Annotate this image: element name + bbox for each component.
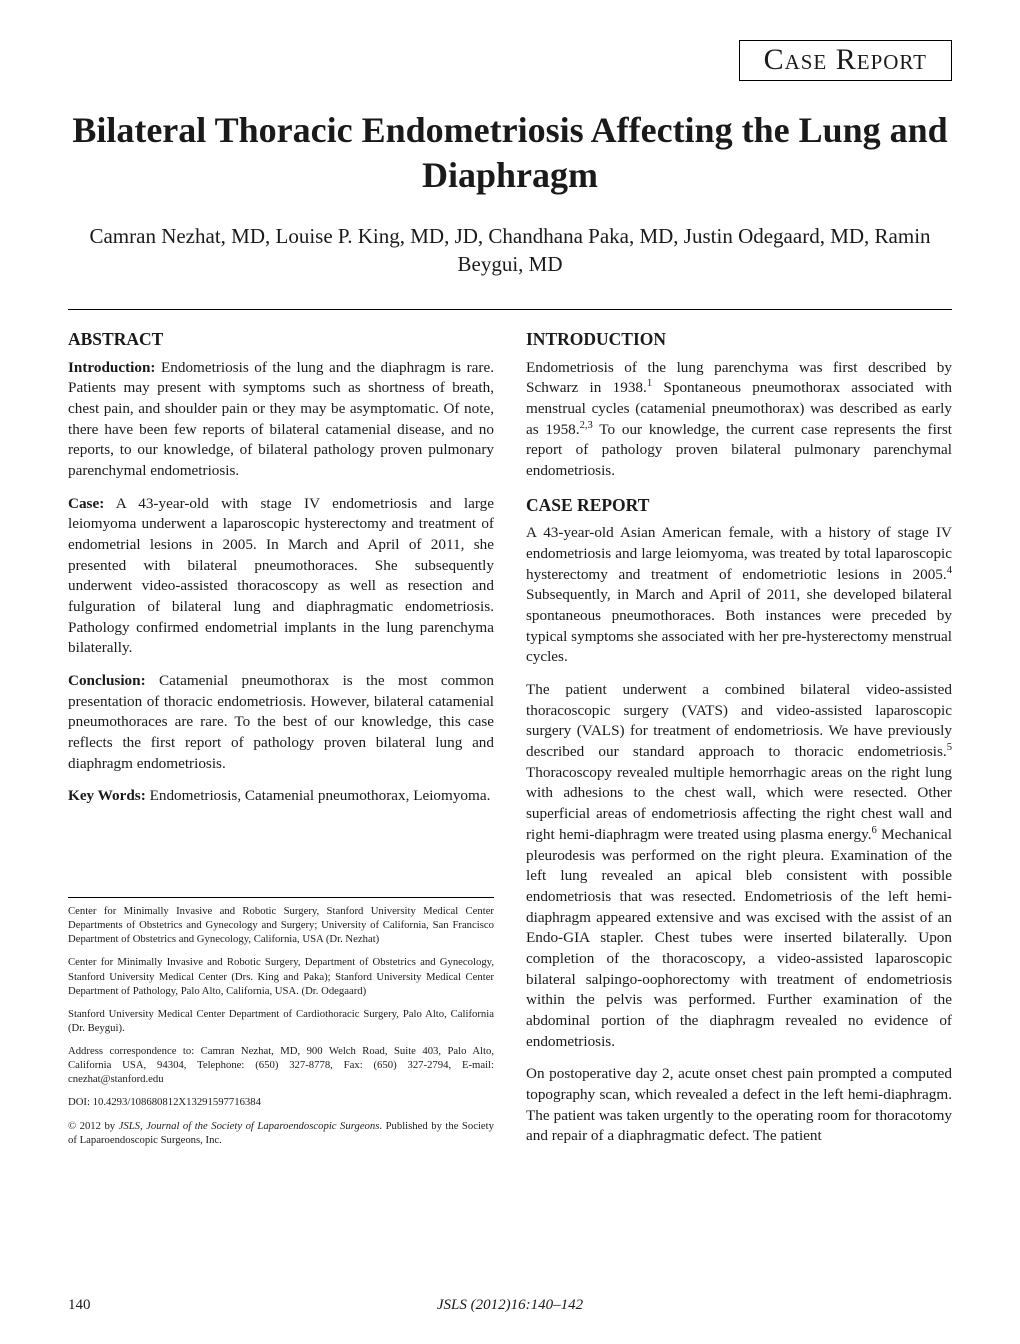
abstract-introduction: Introduction: Endometriosis of the lung … — [68, 358, 494, 482]
page-number: 140 — [68, 1297, 91, 1314]
abstract-conclusion: Conclusion: Catamenial pneumothorax is t… — [68, 671, 494, 774]
copyright-pre: © 2012 by — [68, 1120, 119, 1132]
keywords-text: Endometriosis, Catamenial pneumothorax, … — [146, 787, 491, 804]
title-rule — [68, 309, 952, 310]
abstract-case-label: Case: — [68, 495, 104, 512]
case-p1-text-1: A 43-year-old Asian American female, wit… — [526, 524, 952, 582]
affiliation-1: Center for Minimally Invasive and Roboti… — [68, 904, 494, 946]
citation-details: (2012)16:140–142 — [467, 1297, 583, 1313]
right-column: INTRODUCTION Endometriosis of the lung p… — [526, 328, 952, 1159]
two-column-body: ABSTRACT Introduction: Endometriosis of … — [68, 328, 952, 1159]
case-p2-text-1: The patient underwent a combined bilater… — [526, 681, 952, 760]
author-list: Camran Nezhat, MD, Louise P. King, MD, J… — [68, 222, 952, 279]
abstract-case-text: A 43-year-old with stage IV endometriosi… — [68, 495, 494, 657]
abstract-intro-label: Introduction: — [68, 359, 155, 376]
abstract-case: Case: A 43-year-old with stage IV endome… — [68, 494, 494, 659]
introduction-paragraph: Endometriosis of the lung parenchyma was… — [526, 358, 952, 482]
affiliation-rule — [68, 897, 494, 898]
citation-5: 5 — [947, 742, 952, 753]
case-paragraph-2: The patient underwent a combined bilater… — [526, 680, 952, 1052]
case-p1-text-2: Subsequently, in March and April of 2011… — [526, 586, 952, 665]
case-paragraph-1: A 43-year-old Asian American female, wit… — [526, 523, 952, 668]
left-column: ABSTRACT Introduction: Endometriosis of … — [68, 328, 494, 1159]
copyright-journal-name: JSLS, Journal of the Society of Laparoen… — [119, 1120, 380, 1132]
introduction-heading: INTRODUCTION — [526, 328, 952, 352]
keywords: Key Words: Endometriosis, Catamenial pne… — [68, 786, 494, 807]
abstract-conclusion-label: Conclusion: — [68, 672, 146, 689]
keywords-label: Key Words: — [68, 787, 146, 804]
copyright: © 2012 by JSLS, Journal of the Society o… — [68, 1119, 494, 1147]
abstract-intro-text: Endometriosis of the lung and the diaphr… — [68, 359, 494, 479]
citation-2-3: 2,3 — [580, 420, 593, 431]
journal-abbrev: JSLS — [437, 1297, 467, 1313]
affiliation-3: Stanford University Medical Center Depar… — [68, 1007, 494, 1035]
case-report-heading: CASE REPORT — [526, 494, 952, 518]
citation-4: 4 — [947, 565, 952, 576]
article-title: Bilateral Thoracic Endometriosis Affecti… — [68, 108, 952, 198]
case-paragraph-3: On postoperative day 2, acute onset ches… — [526, 1064, 952, 1147]
page-footer: 140 JSLS (2012)16:140–142 — [68, 1297, 952, 1314]
journal-citation: JSLS (2012)16:140–142 — [437, 1297, 583, 1314]
case-report-box: Case Report — [739, 40, 952, 81]
correspondence: Address correspondence to: Camran Nezhat… — [68, 1044, 494, 1086]
doi: DOI: 10.4293/108680812X13291597716384 — [68, 1095, 494, 1109]
case-p2-text-3: Mechanical pleurodesis was performed on … — [526, 826, 952, 1050]
abstract-heading: ABSTRACT — [68, 328, 494, 352]
affiliation-2: Center for Minimally Invasive and Roboti… — [68, 955, 494, 997]
